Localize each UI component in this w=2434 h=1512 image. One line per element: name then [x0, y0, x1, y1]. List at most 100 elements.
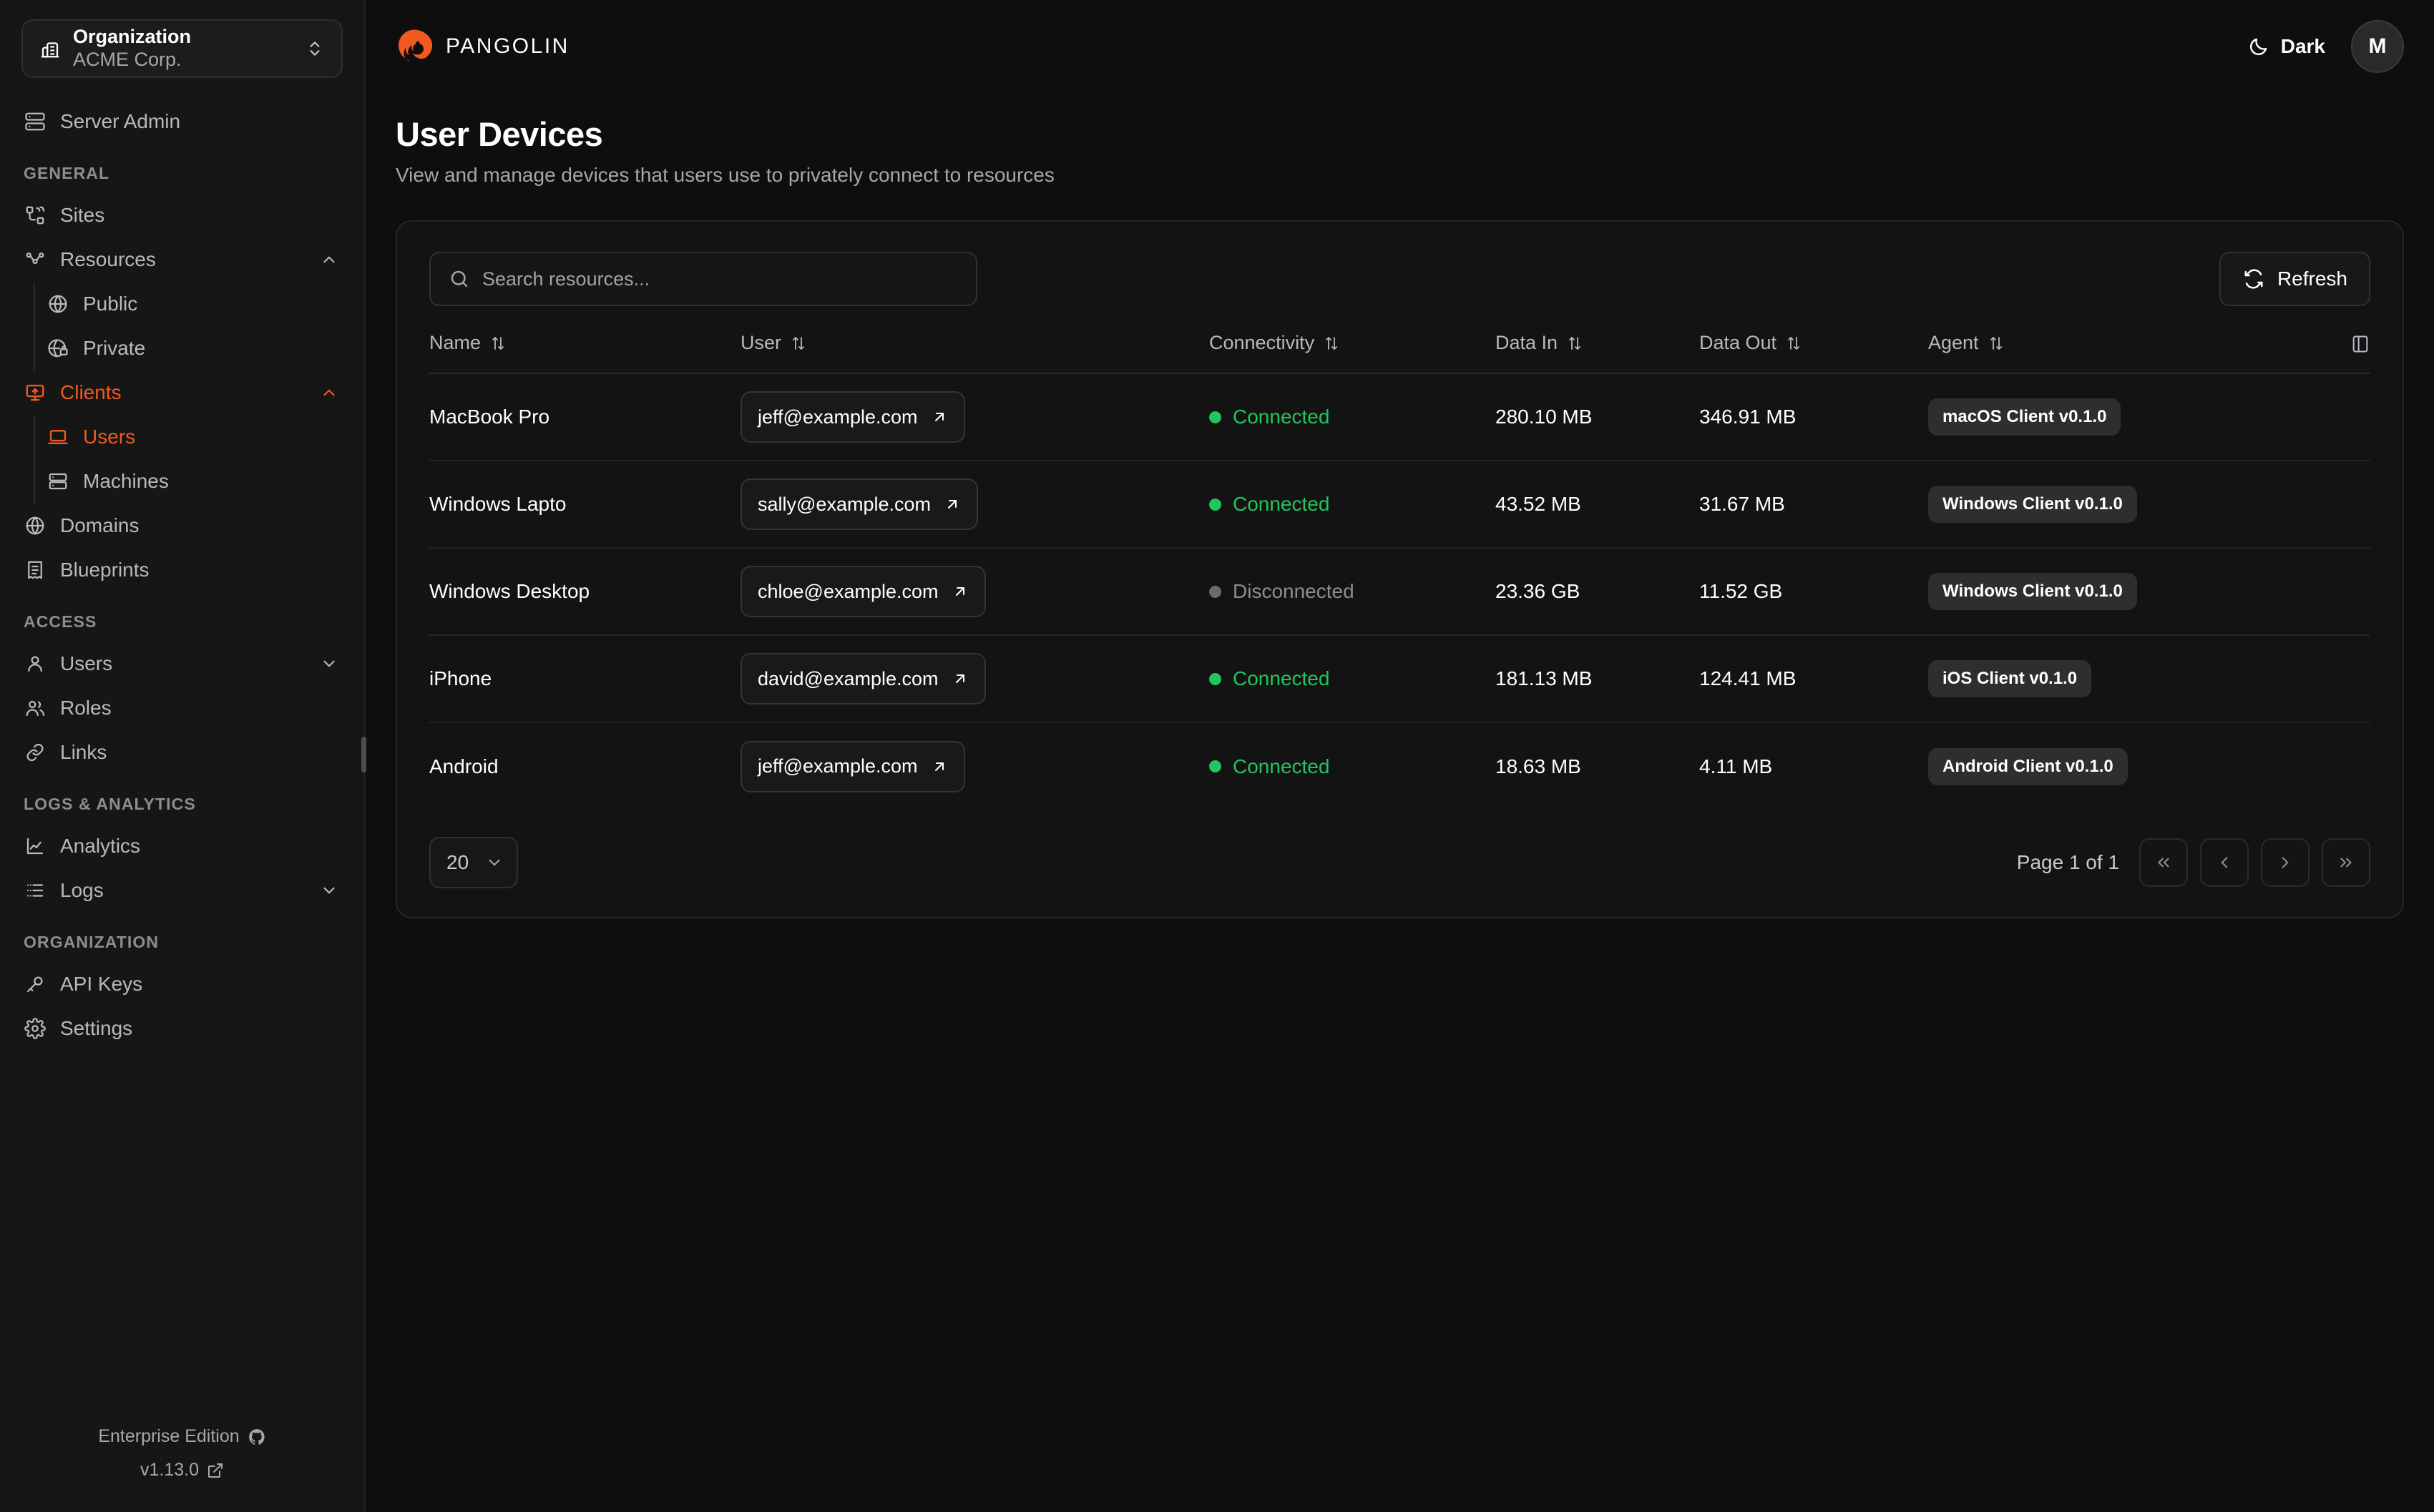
sidebar-item-server-admin[interactable]: Server Admin [0, 99, 364, 144]
external-link-icon [207, 1462, 224, 1479]
cell-data-in: 18.63 MB [1495, 755, 1581, 777]
table-row[interactable]: Windows Desktop chloe@example.com [429, 548, 2370, 636]
chevron-down-icon[interactable] [318, 653, 340, 674]
column-options-button[interactable] [2320, 332, 2370, 374]
key-icon [24, 973, 47, 996]
user-email: david@example.com [758, 667, 939, 689]
sidebar-item-label: Server Admin [60, 110, 181, 132]
table-row[interactable]: MacBook Pro jeff@example.com [429, 373, 2370, 461]
sidebar-item-label: Logs [60, 879, 104, 901]
sidebar-item-settings[interactable]: Settings [0, 1006, 364, 1051]
table-row[interactable]: Android jeff@example.com [429, 722, 2370, 810]
sidebar-item-domains[interactable]: Domains [0, 504, 364, 548]
cell-options [2320, 548, 2370, 636]
sidebar-item-logs[interactable]: Logs [0, 868, 364, 913]
chart-line-icon [24, 835, 47, 858]
column-header-connectivity[interactable]: Connectivity [1209, 332, 1495, 374]
chevron-down-icon[interactable] [318, 880, 340, 901]
sidebar-item-label: API Keys [60, 973, 143, 995]
cell-data-out: 31.67 MB [1699, 461, 1928, 549]
chevron-up-down-icon [304, 38, 326, 59]
sort-arrows-icon [1785, 335, 1802, 352]
status-label: Connected [1233, 493, 1330, 516]
theme-toggle-button[interactable]: Dark [2247, 35, 2325, 58]
pagination-buttons [2139, 838, 2370, 887]
cell-name: Android [429, 755, 499, 777]
cell-user: jeff@example.com [741, 373, 1209, 461]
cell-name: iPhone [429, 635, 741, 723]
table-row[interactable]: Windows Lapto sally@example.com [429, 461, 2370, 549]
section-label-access: ACCESS [24, 612, 97, 631]
sidebar-item-label: Private [83, 337, 146, 359]
sidebar-item-blueprints[interactable]: Blueprints [0, 548, 364, 592]
sidebar-item-private[interactable]: Private [35, 326, 364, 370]
version-link[interactable]: v1.13.0 [0, 1460, 364, 1481]
column-header-user[interactable]: User [741, 332, 1209, 374]
refresh-button[interactable]: Refresh [2219, 252, 2370, 306]
client-monitor-icon [24, 381, 47, 404]
sidebar-item-label: Domains [60, 514, 140, 536]
sidebar-item-api-keys[interactable]: API Keys [0, 962, 364, 1006]
next-page-button[interactable] [2261, 838, 2310, 887]
sidebar-item-analytics[interactable]: Analytics [0, 824, 364, 868]
user-link-chip[interactable]: sally@example.com [741, 478, 978, 530]
user-link-chip[interactable]: jeff@example.com [741, 740, 965, 792]
status-badge: Connected [1209, 493, 1329, 516]
search-input[interactable]: Search resources... [429, 252, 977, 306]
sidebar-item-clients[interactable]: Clients [0, 370, 364, 415]
brand[interactable]: PANGOLIN [396, 28, 570, 65]
last-page-button[interactable] [2322, 838, 2370, 887]
sidebar-item-users[interactable]: Users [0, 642, 364, 686]
cell-agent: Android Client v0.1.0 [1928, 722, 2320, 810]
sidebar-subgroup-clients: Users Machines [34, 415, 364, 504]
sidebar-item-machines[interactable]: Machines [35, 459, 364, 504]
gear-icon [24, 1017, 47, 1040]
cell-options [2320, 373, 2370, 461]
pagination-controls: Page 1 of 1 [2017, 838, 2370, 887]
agent-badge: Android Client v0.1.0 [1928, 747, 2128, 785]
avatar[interactable]: M [2351, 20, 2404, 73]
sidebar-item-users-clients[interactable]: Users [35, 415, 364, 459]
table-row[interactable]: iPhone david@example.com [429, 635, 2370, 723]
org-name: ACME Corp. [73, 49, 182, 71]
cell-data-out: 346.91 MB [1699, 373, 1928, 461]
edition-label: Enterprise Edition [98, 1426, 240, 1446]
column-header-name[interactable]: Name [429, 332, 741, 374]
sidebar-item-label: Settings [60, 1017, 133, 1039]
column-header-agent[interactable]: Agent [1928, 332, 2320, 374]
pangolin-logo-icon [396, 28, 433, 65]
sidebar-item-sites[interactable]: Sites [0, 193, 364, 237]
cell-agent: Windows Client v0.1.0 [1928, 548, 2320, 636]
chevron-down-icon [485, 853, 504, 872]
status-dot-icon [1209, 498, 1221, 511]
org-switcher[interactable]: Organization ACME Corp. [21, 19, 343, 78]
cell-agent: iOS Client v0.1.0 [1928, 635, 2320, 723]
first-page-button[interactable] [2139, 838, 2188, 887]
sidebar-item-resources[interactable]: Resources [0, 237, 364, 282]
sidebar-subgroup-resources: Public Private [34, 282, 364, 370]
column-header-data-in[interactable]: Data In [1495, 332, 1699, 374]
user-link-chip[interactable]: david@example.com [741, 653, 986, 705]
column-header-data-out[interactable]: Data Out [1699, 332, 1928, 374]
cell-options [2320, 635, 2370, 723]
cell-name: Windows Desktop [429, 548, 741, 636]
user-link-chip[interactable]: jeff@example.com [741, 391, 965, 443]
cell-data-in: 43.52 MB [1495, 461, 1699, 549]
sidebar-item-label: Public [83, 293, 138, 315]
sidebar-scrollbar-thumb[interactable] [361, 737, 366, 772]
user-link-chip[interactable]: chloe@example.com [741, 566, 986, 617]
laptop-icon [47, 426, 69, 448]
prev-page-button[interactable] [2200, 838, 2249, 887]
resources-icon [24, 248, 47, 271]
chevron-up-icon[interactable] [318, 249, 340, 270]
sidebar-item-roles[interactable]: Roles [0, 686, 364, 730]
sort-arrows-icon [1988, 335, 2005, 352]
card-toolbar: Search resources... Refresh [429, 252, 2370, 306]
page-size-select[interactable]: 20 [429, 837, 518, 888]
chevron-up-icon[interactable] [318, 382, 340, 403]
edition-link[interactable]: Enterprise Edition [0, 1426, 364, 1447]
devices-table: Name User [429, 332, 2370, 810]
cell-user: david@example.com [741, 635, 1209, 723]
sidebar-item-public[interactable]: Public [35, 282, 364, 326]
sidebar-item-links[interactable]: Links [0, 730, 364, 775]
